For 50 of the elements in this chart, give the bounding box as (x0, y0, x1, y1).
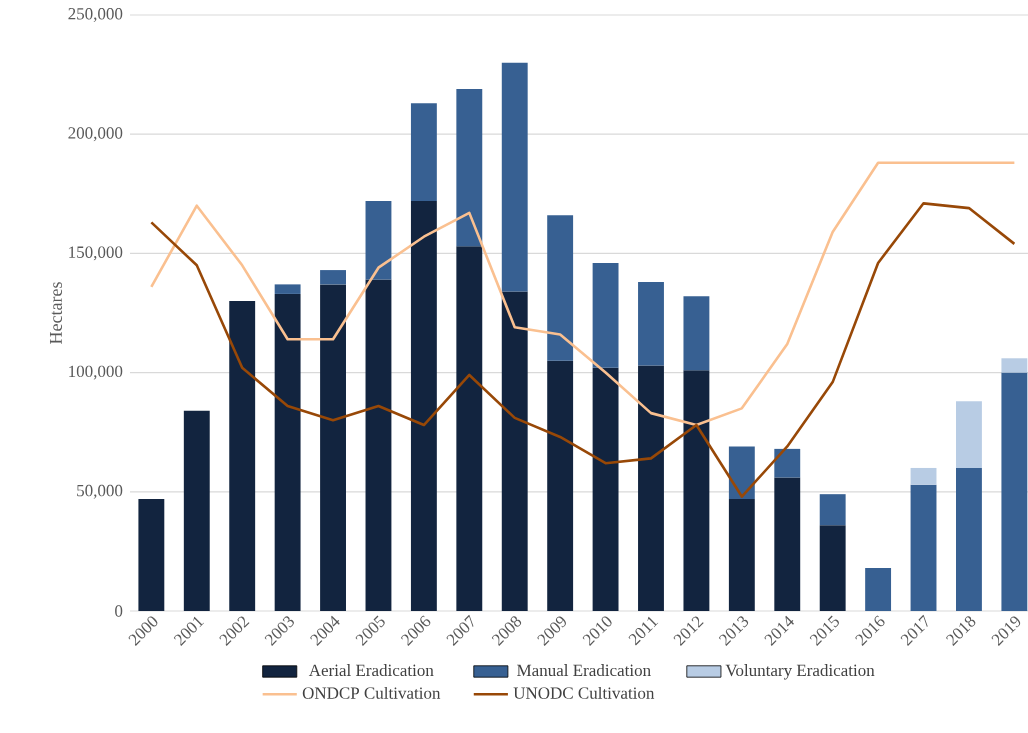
bar (456, 246, 483, 611)
bar (410, 200, 437, 611)
bar (1001, 358, 1028, 373)
y-tick-label: 0 (115, 605, 123, 617)
bar (774, 477, 801, 611)
legend-label: Manual Eradication (517, 664, 651, 677)
bar (1001, 372, 1028, 611)
bar (547, 215, 574, 361)
bar (274, 293, 301, 611)
bar (183, 410, 210, 611)
bar (320, 284, 346, 611)
bar (592, 367, 619, 611)
bar (638, 282, 664, 366)
y-axis-title: Hectares (49, 282, 62, 344)
bar (320, 270, 346, 285)
bar (910, 484, 937, 611)
bar (592, 262, 619, 368)
x-tick-label: 2011 (628, 616, 659, 646)
bar (365, 279, 392, 611)
y-tick-label: 200,000 (68, 127, 123, 142)
bar (774, 448, 801, 478)
bar (229, 301, 256, 611)
legend-label: UNODC Cultivation (513, 686, 655, 699)
bar (819, 494, 846, 526)
y-tick-label: 100,000 (69, 365, 123, 380)
bar (910, 467, 937, 485)
bar (956, 467, 982, 611)
line-series (150, 202, 1016, 498)
bar (456, 88, 483, 247)
bar (683, 296, 710, 371)
y-tick-label: 250,000 (68, 8, 123, 22)
bar (728, 446, 755, 499)
legend-label: Voluntary Eradication (725, 664, 875, 680)
bar (274, 284, 301, 294)
bar (956, 401, 982, 468)
bar (728, 498, 755, 611)
bar (547, 360, 574, 611)
y-tick-label: 150,000 (69, 246, 123, 261)
bar (683, 370, 710, 611)
bar (819, 525, 846, 611)
bar (138, 498, 165, 611)
bar (638, 365, 664, 611)
bar (865, 568, 892, 611)
legend-label: ONDCP Cultivation (302, 686, 441, 699)
bar (410, 103, 437, 201)
y-tick-label: 50,000 (77, 484, 123, 499)
bar (501, 62, 528, 292)
bar (501, 291, 528, 611)
legend-label: Aerial Eradication (308, 664, 434, 677)
bar (365, 200, 392, 280)
